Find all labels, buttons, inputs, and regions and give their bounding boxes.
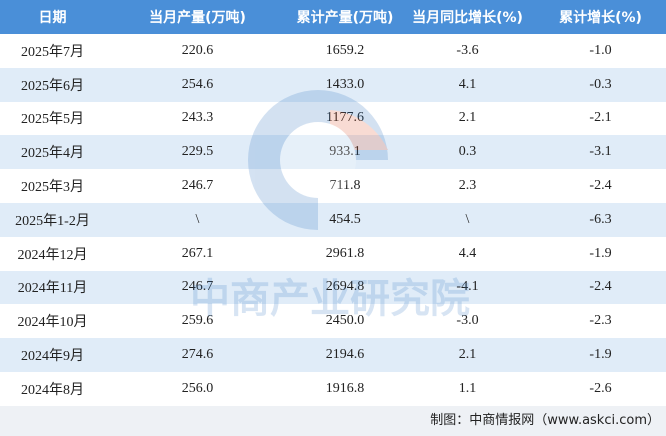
table-cell: 0.3 (400, 135, 535, 170)
table-cell: 1916.8 (325, 380, 365, 396)
table-cell: 4.4 (458, 245, 477, 261)
table-cell: 454.5 (290, 202, 400, 237)
table-cell: -2.1 (589, 110, 612, 126)
table-cell: -6.3 (535, 202, 666, 237)
table-cell: -0.3 (535, 67, 666, 102)
table-cell: 2961.8 (325, 245, 365, 261)
table-cell: 2.1 (458, 110, 477, 126)
table-cell: -1.9 (535, 338, 666, 372)
table-cell: \ (105, 202, 290, 237)
table-row: 2025年3月 246.7 711.8 2.3 -2.4 (0, 169, 666, 203)
table-cell: 1659.2 (325, 42, 365, 58)
table-cell: 2024年8月 (21, 382, 84, 398)
header-cell: 累计产量(万吨) (290, 0, 400, 34)
header-cell: 当月同比增长(%) (400, 0, 535, 34)
table-cell: \ (400, 202, 535, 237)
table-cell: 2194.6 (290, 338, 400, 372)
table-cell: 274.6 (105, 338, 290, 372)
table-cell: 2025年7月 (21, 44, 84, 60)
table-cell: 2024年12月 (17, 247, 88, 263)
table-cell: -4.1 (400, 270, 535, 305)
table-cell: 2024年9月 (0, 338, 105, 372)
header-cell: 当月产量(万吨) (105, 0, 290, 34)
header-row: 日期 当月产量(万吨) 累计产量(万吨) 当月同比增长(%) 累计增长(%) (0, 0, 666, 34)
table-cell: 4.1 (400, 67, 535, 102)
footer: 制图：中商情报网（www.askci.com） (0, 406, 666, 436)
table-body: 2025年7月 220.6 1659.2 -3.6 -1.0 2025年6月 254.6 14… (0, 34, 666, 406)
table-cell: 1433.0 (290, 67, 400, 102)
table-cell: 254.6 (105, 67, 290, 102)
table-cell: 2024年11月 (0, 270, 105, 305)
table-cell: -2.6 (589, 380, 612, 396)
table-row: 2024年9月 274.6 2194.6 2.1 -1.9 (0, 338, 666, 372)
data-table: 日期 当月产量(万吨) 累计产量(万吨) 当月同比增长(%) 累计增长(%) 2025年… (0, 0, 666, 406)
table-row: 2024年12月 267.1 2961.8 4.4 -1.9 (0, 237, 666, 271)
table-row: 2025年6月 254.6 1433.0 4.1 -0.3 (0, 67, 666, 102)
header-cell: 累计增长(%) (535, 0, 666, 34)
table-cell: -1.9 (589, 245, 612, 261)
table-cell: 2025年6月 (0, 67, 105, 102)
table-cell: 256.0 (181, 380, 214, 396)
table-cell: 2694.8 (290, 270, 400, 305)
table-cell: 2450.0 (325, 313, 365, 329)
table-cell: 229.5 (105, 135, 290, 170)
table-cell: 2025年1-2月 (0, 202, 105, 237)
table-cell: 711.8 (329, 178, 361, 194)
table-cell: 259.6 (181, 313, 214, 329)
table-row: 2025年7月 220.6 1659.2 -3.6 -1.0 (0, 34, 666, 68)
table-cell: 1177.6 (326, 110, 364, 126)
table-row: 2024年8月 256.0 1916.8 1.1 -2.6 (0, 372, 666, 406)
table-cell: -2.3 (589, 313, 612, 329)
table-cell: 2024年10月 (17, 315, 88, 331)
table-cell: 246.7 (105, 270, 290, 305)
table-row: 2025年5月 243.3 1177.6 2.1 -2.1 (0, 102, 666, 136)
table-cell: 220.6 (181, 42, 214, 58)
table-row: 2025年1-2月 \ 454.5 \ -6.3 (0, 202, 666, 237)
table-cell: 267.1 (181, 245, 214, 261)
table-cell: 1.1 (458, 380, 477, 396)
table-cell: -3.6 (456, 42, 479, 58)
table-row: 2024年11月 246.7 2694.8 -4.1 -2.4 (0, 270, 666, 305)
table-row: 2025年4月 229.5 933.1 0.3 -3.1 (0, 135, 666, 170)
table-cell: -3.1 (535, 135, 666, 170)
table-cell: 246.7 (181, 178, 214, 194)
table-cell: -2.4 (535, 270, 666, 305)
table-cell: -1.0 (589, 42, 612, 58)
table-cell: 2025年3月 (21, 180, 84, 196)
table-cell: -2.4 (589, 178, 612, 194)
table-cell: 933.1 (290, 135, 400, 170)
table-cell: 2.3 (458, 178, 477, 194)
table-cell: 243.3 (181, 110, 214, 126)
table-cell: 2025年5月 (21, 112, 84, 128)
table-cell: -3.0 (456, 313, 479, 329)
header-cell: 日期 (0, 0, 105, 34)
table-row: 2024年10月 259.6 2450.0 -3.0 -2.3 (0, 304, 666, 338)
table-cell: 2.1 (400, 338, 535, 372)
table-cell: 2025年4月 (0, 135, 105, 170)
